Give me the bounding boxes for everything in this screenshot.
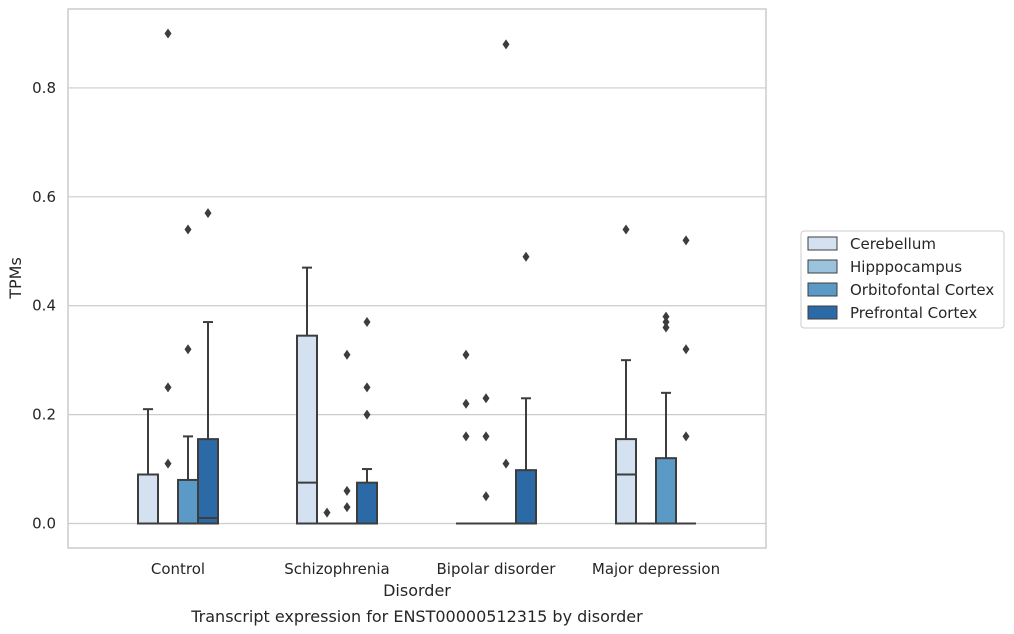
box-group: [197, 208, 219, 525]
outlier-point: [184, 224, 192, 235]
box-group: [317, 507, 337, 525]
legend-label: Hipppocampus: [850, 258, 962, 276]
box-group: [337, 349, 357, 525]
box-group: [496, 39, 516, 525]
box-group: [356, 317, 378, 525]
box: [655, 457, 677, 525]
legend-swatch: [807, 305, 838, 320]
outlier-point: [184, 344, 192, 355]
outlier-point: [662, 311, 670, 322]
box-group: [177, 224, 199, 525]
chart-caption: Transcript expression for ENST0000051231…: [190, 607, 643, 626]
plot-frame: [67, 8, 767, 549]
x-tick-label: Major depression: [592, 560, 720, 578]
box: [356, 481, 378, 525]
box: [197, 438, 219, 525]
outlier-point: [682, 431, 690, 442]
outlier-point: [462, 398, 470, 409]
legend-item: Hipppocampus: [807, 258, 962, 276]
legend-items: Cerebellum Hipppocampus Orbitofontal Corte…: [807, 235, 994, 322]
x-tick-label: Bipolar disorder: [437, 560, 557, 578]
outlier-point: [502, 39, 510, 50]
box-group: [456, 349, 476, 525]
x-tick-label: Schizophrenia: [284, 560, 389, 578]
box: [177, 478, 199, 525]
box: [615, 438, 637, 525]
outlier-point: [363, 409, 371, 420]
outlier-point: [343, 485, 351, 496]
legend: Cerebellum Hipppocampus Orbitofontal Corte…: [800, 230, 1005, 329]
legend-swatch: [807, 236, 838, 251]
outlier-point: [522, 251, 530, 262]
y-tick-label: 0.8: [32, 79, 56, 97]
legend-item: Cerebellum: [807, 235, 936, 253]
y-tick-label: 0.6: [32, 188, 56, 206]
legend-label: Cerebellum: [850, 235, 936, 253]
outlier-point: [682, 235, 690, 246]
outlier-point: [363, 382, 371, 393]
legend-swatch: [807, 259, 838, 274]
legend-item: Prefrontal Cortex: [807, 304, 977, 322]
outlier-point: [682, 344, 690, 355]
x-axis-title: Disorder: [383, 581, 451, 600]
legend-label: Orbitofontal Cortex: [850, 281, 994, 299]
box-group: [158, 28, 178, 525]
outlier-point: [343, 502, 351, 513]
box-group: [655, 311, 677, 525]
outlier-point: [482, 491, 490, 502]
legend-swatch: [807, 282, 838, 297]
plot-boxes: [137, 28, 696, 525]
legend-label: Prefrontal Cortex: [850, 304, 977, 322]
outlier-point: [363, 317, 371, 328]
outlier-point: [622, 224, 630, 235]
outlier-point: [164, 28, 172, 39]
box-group: [615, 224, 637, 525]
x-axis-ticks: Control Schizophrenia Bipolar disorder Majo…: [151, 560, 720, 578]
outlier-point: [462, 349, 470, 360]
box-group: [676, 235, 696, 525]
outlier-point: [204, 208, 212, 219]
y-tick-label: 0.2: [32, 406, 56, 424]
outlier-point: [482, 431, 490, 442]
box-group: [515, 251, 537, 525]
y-tick-label: 0.4: [32, 297, 56, 315]
box: [137, 473, 159, 525]
legend-frame: [800, 230, 1005, 329]
y-tick-label: 0.0: [32, 515, 56, 533]
outlier-point: [323, 507, 331, 518]
box: [515, 469, 537, 525]
box-group: [296, 266, 318, 525]
y-axis-ticks: 0.0 0.2 0.4 0.6 0.8: [32, 79, 56, 533]
outlier-point: [164, 458, 172, 469]
y-axis-title: TPMs: [6, 257, 25, 300]
outlier-point: [662, 317, 670, 328]
outlier-point: [502, 458, 510, 469]
x-tick-label: Control: [151, 560, 205, 578]
box-group: [476, 393, 496, 525]
outlier-point: [482, 393, 490, 404]
outlier-point: [343, 349, 351, 360]
outlier-point: [662, 322, 670, 333]
legend-item: Orbitofontal Cortex: [807, 281, 994, 299]
box-group: [137, 408, 159, 525]
box: [296, 334, 318, 525]
outlier-point: [164, 382, 172, 393]
outlier-point: [462, 431, 470, 442]
